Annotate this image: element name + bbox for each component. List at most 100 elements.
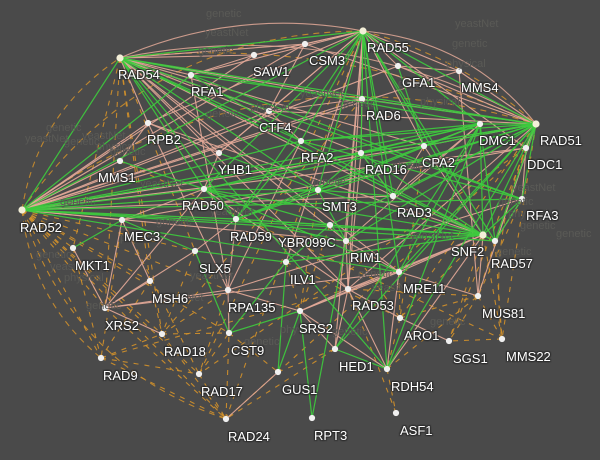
graph-edge[interactable]: [334, 288, 349, 350]
graph-edge[interactable]: [21, 209, 196, 252]
graph-edge[interactable]: [329, 224, 484, 236]
graph-edge[interactable]: [362, 30, 388, 370]
graph-edge-arc[interactable]: [362, 30, 537, 125]
graph-edge[interactable]: [21, 209, 227, 420]
graph-edge-arc[interactable]: [119, 22, 364, 59]
graph-edge[interactable]: [198, 332, 230, 375]
graph-edge[interactable]: [477, 198, 523, 297]
graph-node-hed1[interactable]: [331, 345, 339, 353]
graph-node-rpb2[interactable]: [144, 119, 152, 127]
graph-edge[interactable]: [100, 219, 123, 359]
graph-edge-arc[interactable]: [21, 30, 364, 211]
graph-edge[interactable]: [161, 289, 229, 335]
graph-edge[interactable]: [161, 333, 227, 420]
graph-edge[interactable]: [482, 234, 503, 340]
graph-edge[interactable]: [235, 189, 319, 220]
graph-edge[interactable]: [521, 147, 527, 200]
graph-edge[interactable]: [21, 209, 496, 242]
graph-edge[interactable]: [397, 65, 537, 125]
graph-edge[interactable]: [300, 123, 537, 142]
graph-edge[interactable]: [362, 30, 399, 67]
graph-node-mms1[interactable]: [116, 157, 124, 165]
graph-edge[interactable]: [317, 189, 394, 197]
graph-node-mec3[interactable]: [118, 216, 126, 224]
graph-edge[interactable]: [121, 219, 200, 375]
graph-node-rad16[interactable]: [357, 149, 365, 157]
graph-edge[interactable]: [119, 57, 484, 236]
graph-node-srs2[interactable]: [296, 307, 304, 315]
graph-edge[interactable]: [277, 310, 301, 373]
graph-edge[interactable]: [147, 122, 484, 236]
graph-edge[interactable]: [235, 140, 302, 220]
graph-edge[interactable]: [198, 289, 229, 375]
graph-edge[interactable]: [362, 30, 400, 273]
graph-edge[interactable]: [218, 110, 270, 154]
graph-edge[interactable]: [399, 145, 425, 319]
graph-edge[interactable]: [300, 140, 523, 200]
graph-edge[interactable]: [235, 123, 537, 220]
graph-edge[interactable]: [329, 123, 537, 226]
graph-edge-arc[interactable]: [119, 44, 537, 125]
graph-edge[interactable]: [362, 30, 527, 149]
graph-edge[interactable]: [345, 123, 537, 242]
graph-edge[interactable]: [203, 188, 400, 273]
graph-node-rad51[interactable]: [532, 120, 540, 128]
graph-edge[interactable]: [119, 57, 205, 190]
graph-edge[interactable]: [386, 368, 397, 414]
graph-node-mms22[interactable]: [498, 335, 506, 343]
graph-edge[interactable]: [119, 30, 364, 59]
graph-edge[interactable]: [347, 152, 362, 290]
graph-edge[interactable]: [317, 189, 484, 236]
graph-edge[interactable]: [203, 188, 237, 220]
graph-edge[interactable]: [494, 198, 523, 242]
graph-edge[interactable]: [235, 218, 331, 226]
graph-edge[interactable]: [360, 123, 481, 154]
graph-edge[interactable]: [521, 123, 537, 200]
graph-edge[interactable]: [119, 57, 523, 200]
graph-edge[interactable]: [194, 250, 230, 334]
graph-edge[interactable]: [119, 160, 205, 190]
graph-edge-arc[interactable]: [362, 30, 537, 125]
graph-node-rad53[interactable]: [344, 285, 352, 293]
graph-edge[interactable]: [21, 209, 163, 335]
graph-edge[interactable]: [21, 189, 319, 211]
graph-edge[interactable]: [121, 147, 527, 221]
graph-edge[interactable]: [72, 219, 123, 249]
graph-edge[interactable]: [345, 240, 349, 290]
graph-edge[interactable]: [360, 152, 394, 197]
graph-edge[interactable]: [190, 74, 523, 200]
graph-node-rpa135[interactable]: [224, 286, 232, 294]
graph-edge[interactable]: [479, 123, 496, 242]
graph-edge[interactable]: [227, 198, 523, 291]
graph-node-mms4[interactable]: [455, 67, 463, 75]
graph-node-rad55[interactable]: [359, 27, 367, 35]
graph-edge[interactable]: [104, 307, 227, 420]
graph-edge[interactable]: [21, 209, 230, 334]
graph-edge[interactable]: [253, 43, 306, 56]
graph-edge[interactable]: [119, 57, 319, 191]
graph-edge[interactable]: [347, 288, 388, 370]
graph-edge[interactable]: [386, 317, 401, 370]
graph-edge[interactable]: [300, 30, 364, 142]
graph-edge[interactable]: [21, 147, 527, 211]
graph-edge[interactable]: [119, 160, 503, 340]
graph-edge[interactable]: [299, 310, 313, 419]
graph-node-mre11[interactable]: [395, 268, 403, 276]
graph-edge[interactable]: [121, 219, 196, 252]
graph-node-asf1[interactable]: [392, 409, 400, 417]
graph-edge[interactable]: [21, 209, 347, 242]
graph-node-smt3[interactable]: [314, 186, 322, 194]
graph-edge[interactable]: [21, 43, 306, 211]
graph-edge[interactable]: [203, 152, 220, 190]
graph-node-rad17[interactable]: [195, 370, 203, 378]
graph-edge[interactable]: [21, 209, 229, 291]
graph-edge[interactable]: [190, 74, 302, 142]
graph-edge[interactable]: [399, 295, 479, 319]
graph-edge[interactable]: [228, 310, 301, 334]
graph-edge[interactable]: [225, 332, 230, 420]
graph-edge[interactable]: [386, 123, 537, 370]
graph-edge[interactable]: [448, 338, 503, 342]
graph-edge[interactable]: [398, 271, 401, 319]
graph-edge[interactable]: [161, 332, 230, 335]
